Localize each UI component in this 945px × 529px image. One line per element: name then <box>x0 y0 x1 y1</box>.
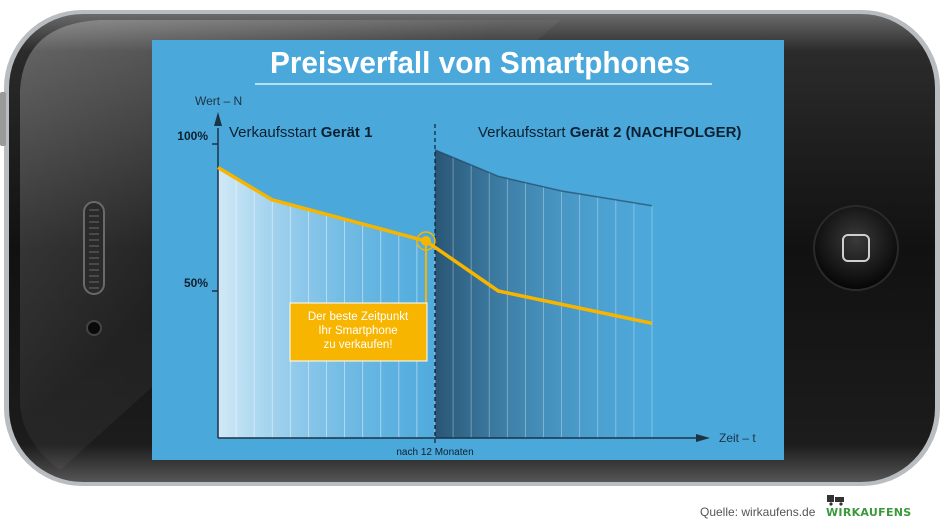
y-axis-arrow <box>214 112 222 126</box>
annotation-device-2-prefix: Verkaufsstart <box>478 124 570 141</box>
home-button[interactable] <box>813 205 899 291</box>
annotation-device-1-prefix: Verkaufsstart <box>229 124 321 141</box>
speaker-holes <box>89 209 99 289</box>
chart-title: Preisverfall von Smartphones <box>270 45 690 80</box>
x-marker-label: nach 12 Monaten <box>396 447 473 458</box>
y-tick-label: 50% <box>184 276 208 290</box>
brand-logo: WIRKAUFENS <box>826 495 916 520</box>
camera-lens <box>86 320 102 336</box>
annotation-device-1: Verkaufsstart Gerät 1 <box>229 124 372 141</box>
device-2-area <box>435 149 652 438</box>
callout-text-line: Der beste Zeitpunkt <box>308 311 409 323</box>
callout-text-line: zu verkaufen! <box>323 339 392 351</box>
callout-text-line: Ihr Smartphone <box>318 325 397 337</box>
annotation-device-1-bold: Gerät 1 <box>321 124 373 141</box>
home-square-icon <box>842 234 870 262</box>
brand-name: WIRKAUFENS <box>826 506 912 519</box>
y-tick-label: 100% <box>177 129 208 143</box>
shopping-cart-icon <box>827 495 844 506</box>
optimal-point-marker <box>420 236 431 247</box>
y-axis-label: Wert – N <box>195 94 242 108</box>
source-credit: Quelle: wirkaufens.de <box>700 505 816 519</box>
side-button <box>0 92 6 146</box>
highlight-ring <box>416 231 436 251</box>
x-axis-label: Zeit – t <box>719 431 756 445</box>
annotation-device-2-bold: Gerät 2 (NACHFOLGER) <box>570 124 742 141</box>
annotation-device-2: Verkaufsstart Gerät 2 (NACHFOLGER) <box>478 124 741 141</box>
speaker-grille <box>83 201 105 295</box>
x-axis-arrow <box>696 434 710 442</box>
callout-box <box>289 302 428 362</box>
series-device-2-line <box>434 149 653 207</box>
